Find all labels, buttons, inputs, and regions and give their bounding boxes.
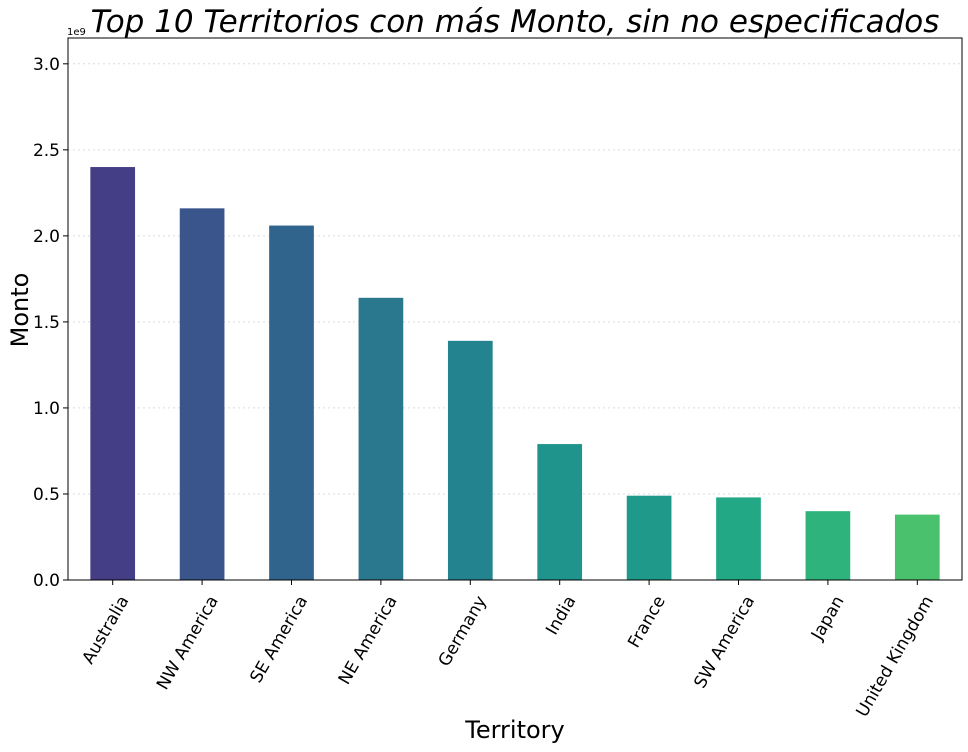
bar — [894, 514, 940, 580]
y-tick-label: 1.5 — [33, 313, 60, 333]
y-axis-label: Monto — [6, 273, 34, 348]
plot-frame — [67, 37, 963, 581]
bar — [537, 444, 583, 580]
y-tick-label: 0.5 — [33, 485, 60, 505]
bar — [179, 208, 225, 581]
bar — [90, 167, 136, 581]
y-tick-label: 1.0 — [33, 399, 60, 419]
bar — [447, 340, 493, 580]
chart-title: Top 10 Territorios con más Monto, sin no… — [91, 4, 940, 40]
y-tick-label: 2.0 — [33, 227, 60, 247]
x-axis-label: Territory — [464, 716, 565, 744]
y-tick-label: 3.0 — [33, 55, 60, 75]
bar — [716, 497, 761, 580]
bar — [626, 495, 672, 580]
bars — [90, 167, 940, 581]
y-tick-label: 0.0 — [33, 571, 60, 591]
bar — [358, 297, 404, 580]
bar — [805, 511, 851, 580]
bar — [269, 225, 314, 581]
y-axis-ticks: 0.0 0.5 1.0 1.5 2.0 2.5 3.0 — [33, 55, 68, 591]
y-tick-label: 2.5 — [33, 141, 60, 161]
y-axis-scale-label: 1e9 — [67, 27, 86, 38]
grid-lines — [68, 63, 962, 495]
axes — [67, 37, 963, 581]
